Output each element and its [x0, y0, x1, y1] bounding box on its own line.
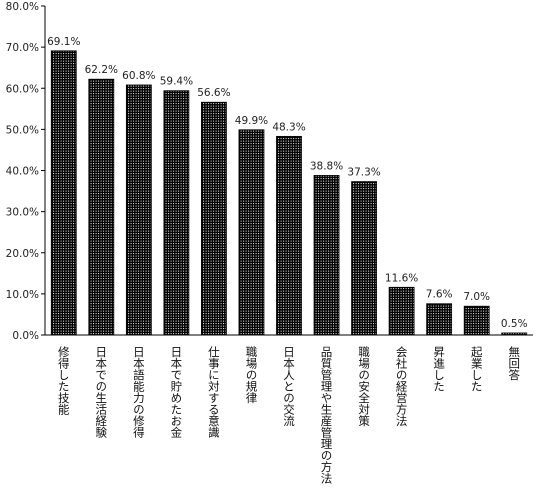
category-label: 職場の規律: [244, 346, 259, 404]
data-labels: 69.1% 62.2% 60.8% 59.4% 56.6% 49.9% 48.3% 38.8%…: [47, 36, 527, 330]
bar-value-label: 37.3%: [347, 167, 380, 179]
bar: [313, 175, 340, 336]
category-label: 日本人との交流: [282, 346, 296, 427]
bar-value-label: 60.8%: [122, 70, 155, 82]
category-label: 日本で貯めたお金: [169, 346, 184, 438]
y-tick-label: 70.0%: [6, 42, 39, 54]
category-label: 起業した: [469, 346, 484, 392]
bar-value-label: 62.2%: [85, 64, 118, 76]
bars: [50, 50, 528, 336]
bar-value-label: 7.6%: [426, 289, 453, 301]
bar: [463, 305, 490, 336]
y-tick-label: 50.0%: [6, 124, 39, 136]
bar-value-label: 11.6%: [385, 272, 418, 284]
category-label: 品質管理や生産管理の方法: [319, 346, 334, 484]
bar: [426, 303, 453, 336]
y-tick-label: 20.0%: [6, 248, 39, 260]
bar-value-label: 38.8%: [310, 160, 343, 172]
bar: [201, 101, 227, 336]
bar-value-label: 48.3%: [272, 121, 305, 133]
bar-value-label: 7.0%: [463, 291, 490, 303]
bar: [388, 286, 415, 336]
y-tick-label: 30.0%: [6, 207, 39, 219]
y-tick-label: 40.0%: [6, 166, 39, 178]
y-tick-label: 60.0%: [6, 83, 39, 95]
category-label: 職場の安全対策: [357, 346, 372, 427]
category-label: 修得した技能: [56, 346, 71, 415]
category-label: 日本語能力の修得: [131, 346, 146, 438]
y-tick-label: 10.0%: [6, 289, 39, 301]
bar: [276, 135, 302, 336]
bar: [50, 50, 77, 336]
bar-value-label: 69.1%: [47, 36, 80, 48]
bar-value-label: 0.5%: [501, 318, 528, 330]
category-label: 昇進した: [432, 346, 447, 392]
bar-value-label: 59.4%: [160, 76, 193, 88]
y-tick-label: 80.0%: [6, 1, 39, 13]
bar: [125, 84, 152, 336]
bar-value-label: 49.9%: [235, 115, 268, 127]
category-label: 日本での生活経験: [94, 346, 109, 438]
bar: [351, 181, 377, 336]
bar: [238, 129, 265, 336]
category-label: 無回答: [507, 346, 522, 381]
bar-value-label: 56.6%: [197, 87, 230, 99]
bar: [163, 90, 190, 336]
category-label: 会社の経営方法: [394, 346, 409, 427]
bar: [88, 78, 115, 336]
category-label: 仕事に対する意識: [206, 346, 221, 438]
y-tick-label: 0.0%: [12, 330, 39, 342]
y-axis-ticks: 0.0% 10.0% 20.0% 30.0% 40.0% 50.0% 60.0% 70.0% 8…: [6, 1, 45, 342]
